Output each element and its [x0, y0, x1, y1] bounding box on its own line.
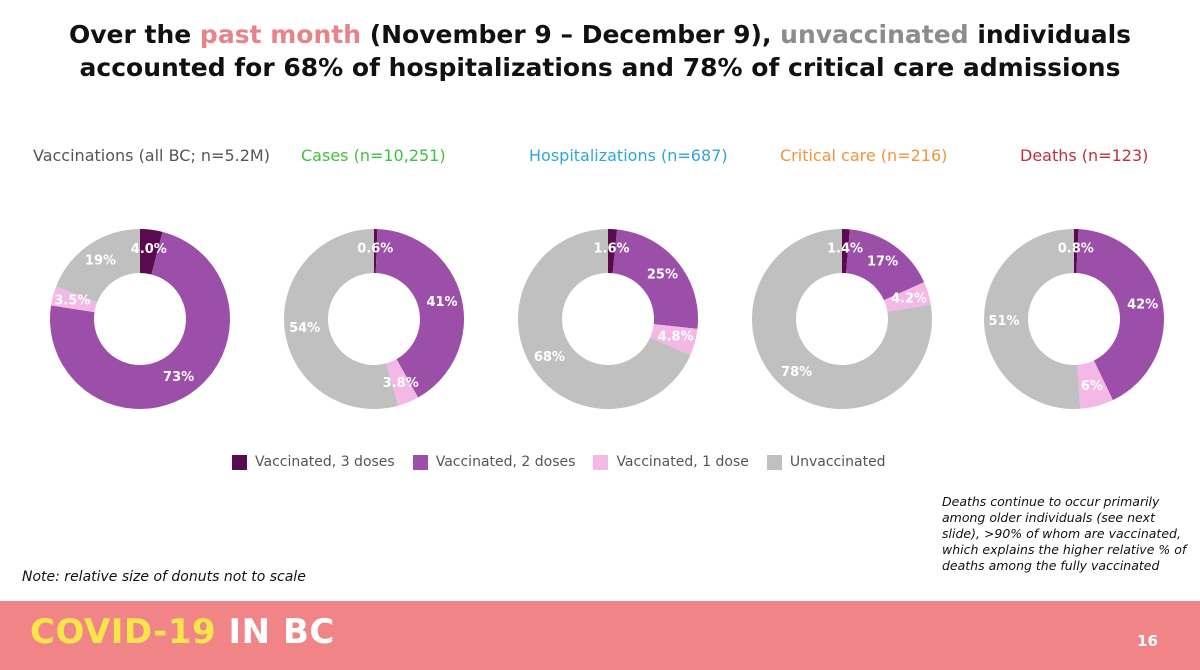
chart-title-vaccinations: Vaccinations (all BC; n=5.2M) [33, 146, 270, 165]
donut-chart-deaths: 0.8% 42% 6% 51% [984, 229, 1164, 409]
data-label-vaccinated-1: 6% [1081, 379, 1103, 394]
title-highlight-past-month: past month [199, 20, 361, 49]
title-highlight-unvaccinated: unvaccinated [780, 20, 969, 49]
data-label-vaccinated-1: 3.5% [54, 293, 90, 308]
page-number: 16 [1137, 632, 1158, 650]
data-label-vaccinated-3: 0.6% [357, 242, 393, 257]
data-label-unvaccinated: 78% [781, 365, 812, 380]
data-label-vaccinated-2: 42% [1127, 298, 1158, 313]
donut-slice-unvaccinated [984, 229, 1081, 409]
donut-slice-unvaccinated [752, 229, 932, 409]
deaths-explanation-note: Deaths continue to occur primarily among… [942, 494, 1187, 573]
donut-slice-vaccinated-2 [612, 229, 698, 329]
donut-slice-vaccinated-1 [1077, 360, 1113, 409]
donut-slice-vaccinated-1 [883, 282, 931, 312]
data-label-vaccinated-2: 41% [426, 295, 457, 310]
donut-chart-vaccinations: 4.0% 73% 3.5% 19% [50, 229, 230, 409]
brand-logo: COVID-19 IN BC [30, 612, 335, 652]
data-label-vaccinated-3: 1.4% [827, 242, 863, 257]
donut-chart-critical-care: 1.4% 17% 4.2% 78% [752, 229, 932, 409]
donut-scale-note: Note: relative size of donuts not to sca… [22, 569, 306, 585]
legend-swatch [593, 454, 609, 470]
legend-item-vaccinated-3: Vaccinated, 3 doses [232, 454, 395, 470]
data-label-unvaccinated: 19% [85, 254, 116, 269]
data-label-vaccinated-3: 1.6% [594, 242, 630, 257]
legend-item-vaccinated-1: Vaccinated, 1 dose [593, 454, 749, 470]
legend-item-unvaccinated: Unvaccinated [766, 454, 886, 470]
donut-slice-vaccinated-3 [374, 229, 378, 274]
chart-legend: Vaccinated, 3 doses Vaccinated, 2 doses … [232, 454, 904, 470]
data-label-vaccinated-2: 17% [867, 254, 898, 269]
data-label-vaccinated-2: 73% [163, 370, 194, 385]
data-label-vaccinated-3: 4.0% [131, 242, 167, 257]
title-line-2: accounted for 68% of hospitalizations an… [79, 53, 1121, 82]
chart-title-critical-care: Critical care (n=216) [780, 146, 948, 165]
title-line-1: Over the past month (November 9 – Decemb… [68, 20, 1132, 49]
legend-item-vaccinated-2: Vaccinated, 2 doses [412, 454, 575, 470]
donut-slice-unvaccinated [284, 229, 399, 409]
data-label-vaccinated-1: 4.8% [658, 330, 694, 345]
data-label-vaccinated-1: 4.2% [891, 291, 927, 306]
data-label-vaccinated-3: 0.8% [1058, 242, 1094, 257]
chart-title-deaths: Deaths (n=123) [1020, 146, 1149, 165]
donut-slice-vaccinated-3 [608, 229, 618, 274]
data-label-unvaccinated: 54% [289, 321, 320, 336]
chart-title-cases: Cases (n=10,251) [301, 146, 446, 165]
donut-slice-vaccinated-3 [1074, 229, 1079, 274]
slide-title: Over the past month (November 9 – Decemb… [0, 18, 1200, 84]
footer-bar [0, 601, 1200, 670]
data-label-unvaccinated: 51% [988, 314, 1019, 329]
data-label-unvaccinated: 68% [534, 350, 565, 365]
donut-slice-unvaccinated [56, 229, 141, 303]
donut-slice-vaccinated-2 [375, 229, 464, 398]
donut-slice-vaccinated-2 [50, 231, 230, 409]
donut-slice-vaccinated-3 [140, 229, 163, 275]
donut-slice-vaccinated-3 [842, 229, 850, 274]
donut-slice-vaccinated-1 [386, 359, 419, 406]
legend-swatch [412, 454, 428, 470]
donut-slice-vaccinated-2 [1076, 229, 1164, 401]
donut-chart-cases: 0.6% 41% 3.8% 54% [284, 229, 464, 409]
legend-swatch [232, 454, 247, 470]
donut-slice-vaccinated-1 [51, 286, 98, 313]
data-label-vaccinated-1: 3.8% [383, 376, 419, 391]
data-label-vaccinated-2: 25% [647, 268, 678, 283]
chart-title-hospitalizations: Hospitalizations (n=687) [529, 146, 728, 165]
donut-slice-vaccinated-1 [650, 324, 698, 356]
donut-slice-unvaccinated [518, 229, 691, 409]
legend-swatch [766, 454, 782, 470]
donut-chart-hospitalizations: 1.6% 25% 4.8% 68% [518, 229, 698, 409]
donut-slice-vaccinated-2 [846, 229, 925, 301]
